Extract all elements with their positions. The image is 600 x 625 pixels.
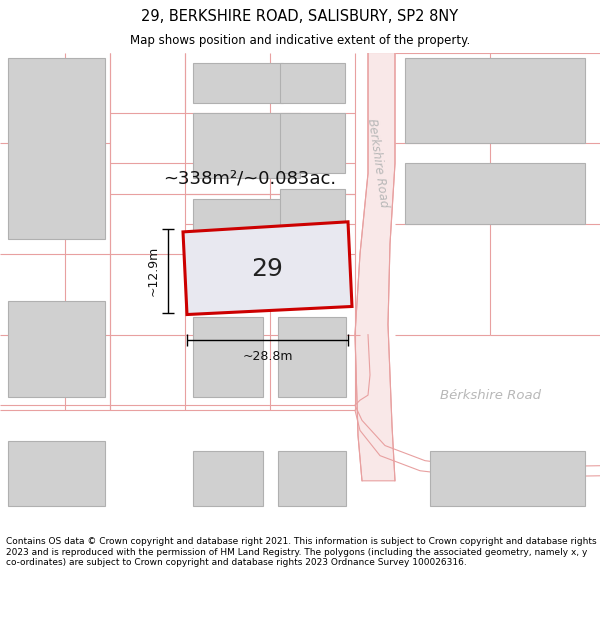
Bar (193, 199, 283, 249)
Text: Berkshire Road: Berkshire Road (365, 118, 391, 209)
Text: Bérkshire Road: Bérkshire Road (439, 389, 541, 402)
Bar (278, 316, 346, 397)
Bar (193, 451, 263, 506)
Text: ~28.8m: ~28.8m (242, 350, 293, 362)
Text: 29: 29 (251, 257, 283, 281)
Bar (193, 113, 300, 179)
Bar (8, 301, 105, 397)
Bar (405, 58, 585, 143)
Text: 29, BERKSHIRE ROAD, SALISBURY, SP2 8NY: 29, BERKSHIRE ROAD, SALISBURY, SP2 8NY (142, 9, 458, 24)
Bar (278, 451, 346, 506)
Text: ~338m²/~0.083ac.: ~338m²/~0.083ac. (163, 169, 337, 187)
Bar (193, 62, 283, 103)
Text: ~12.9m: ~12.9m (147, 246, 160, 296)
Bar (8, 441, 105, 506)
Polygon shape (355, 52, 395, 481)
Text: Map shows position and indicative extent of the property.: Map shows position and indicative extent… (130, 34, 470, 47)
Bar (8, 58, 105, 239)
Bar (405, 163, 585, 224)
Bar (280, 189, 345, 244)
Bar (193, 316, 263, 397)
Polygon shape (183, 222, 352, 314)
Bar (280, 113, 345, 173)
Bar (430, 451, 585, 506)
Text: Contains OS data © Crown copyright and database right 2021. This information is : Contains OS data © Crown copyright and d… (6, 538, 596, 568)
Bar (280, 62, 345, 103)
